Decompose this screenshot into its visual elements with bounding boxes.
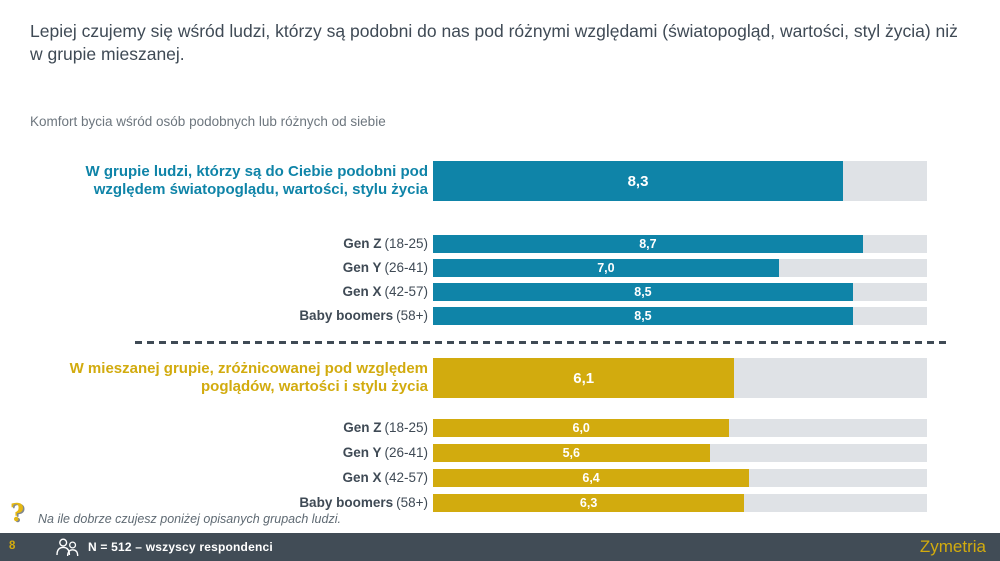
bar-similar-geny: 7,0: [433, 259, 779, 277]
group-label-line: poglądów, wartości i stylu życia: [201, 378, 428, 395]
bar-track: 6,4: [433, 469, 927, 487]
bar-track: 8,7: [433, 235, 927, 253]
group-label-line: W mieszanej grupie, zróżnicowanej pod wz…: [69, 359, 428, 377]
generation-range: (18-25): [384, 420, 428, 435]
bar-similar-genz: 8,7: [433, 235, 863, 253]
bar-track: 8,5: [433, 283, 927, 301]
bar-value-label: 8,3: [627, 172, 649, 190]
row-label: Gen X (42-57): [30, 283, 428, 301]
footer-bar: 8 N = 512 – wszyscy respondenci Zymetria: [0, 533, 1000, 561]
generation-name: Gen Z: [343, 420, 382, 435]
generation-name: Baby boomers: [299, 495, 394, 510]
generation-name: Gen Y: [342, 445, 382, 460]
slide-title: Lepiej czujemy się wśród ludzi, którzy s…: [30, 21, 958, 64]
bar-track: 6,1: [433, 358, 927, 398]
row-label: Gen Z (18-25): [30, 419, 428, 437]
bar-value-label: 6,0: [572, 421, 590, 435]
generation-range: (42-57): [384, 284, 428, 299]
generation-range: (26-41): [384, 260, 428, 275]
bar-value-label: 6,3: [579, 496, 598, 510]
bar-value-label: 7,0: [597, 261, 615, 275]
generation-name: Gen X: [342, 470, 382, 485]
generation-name: Baby boomers: [299, 308, 394, 323]
bar-track: 8,3: [433, 161, 927, 201]
generation-name: Gen Y: [342, 260, 382, 275]
zymetria-logo: Zymetria: [919, 537, 986, 556]
row-label: Gen X (42-57): [30, 469, 428, 487]
bar-value-label: 5,6: [562, 446, 580, 460]
row-label: Gen Z (18-25): [30, 235, 428, 253]
bar-track: 7,0: [433, 259, 927, 277]
group-label-mixed: W mieszanej grupie, zróżnicowanej pod wz…: [30, 358, 428, 398]
group-label-line: względem światopoglądu, wartości, stylu …: [93, 181, 428, 198]
dashed-divider: [135, 341, 950, 344]
bar-track: 6,0: [433, 419, 927, 437]
bar-track: 6,3: [433, 494, 927, 512]
generation-name: Gen X: [342, 284, 382, 299]
people-icon: [55, 537, 81, 561]
bar-mixed-boomers: 6,3: [433, 494, 745, 512]
bar-mixed-genz: 6,0: [433, 419, 730, 437]
bar-mixed-geny: 5,6: [433, 444, 710, 462]
row-label: Gen Y (26-41): [30, 259, 428, 277]
bar-track: 5,6: [433, 444, 927, 462]
generation-name: Gen Z: [343, 236, 382, 251]
bar-mixed-total: 6,1: [433, 358, 735, 398]
bar-value-label: 8,5: [634, 285, 652, 299]
bar-value-label: 8,7: [639, 237, 657, 251]
bar-value-label: 6,4: [582, 471, 600, 485]
row-label: Baby boomers (58+): [30, 494, 428, 512]
group-label-similar: W grupie ludzi, którzy są do Ciebie podo…: [30, 161, 429, 201]
bar-mixed-genx: 6,4: [433, 469, 750, 487]
chart-subtitle: Komfort bycia wśród osób podobnych lub r…: [30, 114, 386, 129]
page-number: 8: [9, 540, 16, 552]
generation-range: (58+): [396, 495, 428, 510]
footnote: Na ile dobrze czujesz poniżej opisanych …: [38, 512, 341, 526]
generation-range: (26-41): [384, 445, 428, 460]
generation-range: (58+): [396, 308, 428, 323]
sample-size-note: N = 512 – wszyscy respondenci: [88, 540, 273, 554]
generation-range: (42-57): [384, 470, 428, 485]
generation-range: (18-25): [384, 236, 428, 251]
bar-similar-total: 8,3: [433, 161, 844, 201]
row-label: Baby boomers (58+): [30, 307, 428, 325]
question-icon: ?: [10, 498, 25, 527]
bar-similar-boomers: 8,5: [433, 307, 853, 325]
bar-value-label: 6,1: [573, 369, 595, 387]
bar-value-label: 8,5: [634, 309, 652, 323]
group-label-line: W grupie ludzi, którzy są do Ciebie podo…: [85, 162, 429, 180]
bar-track: 8,5: [433, 307, 927, 325]
bar-similar-genx: 8,5: [433, 283, 853, 301]
row-label: Gen Y (26-41): [30, 444, 428, 462]
